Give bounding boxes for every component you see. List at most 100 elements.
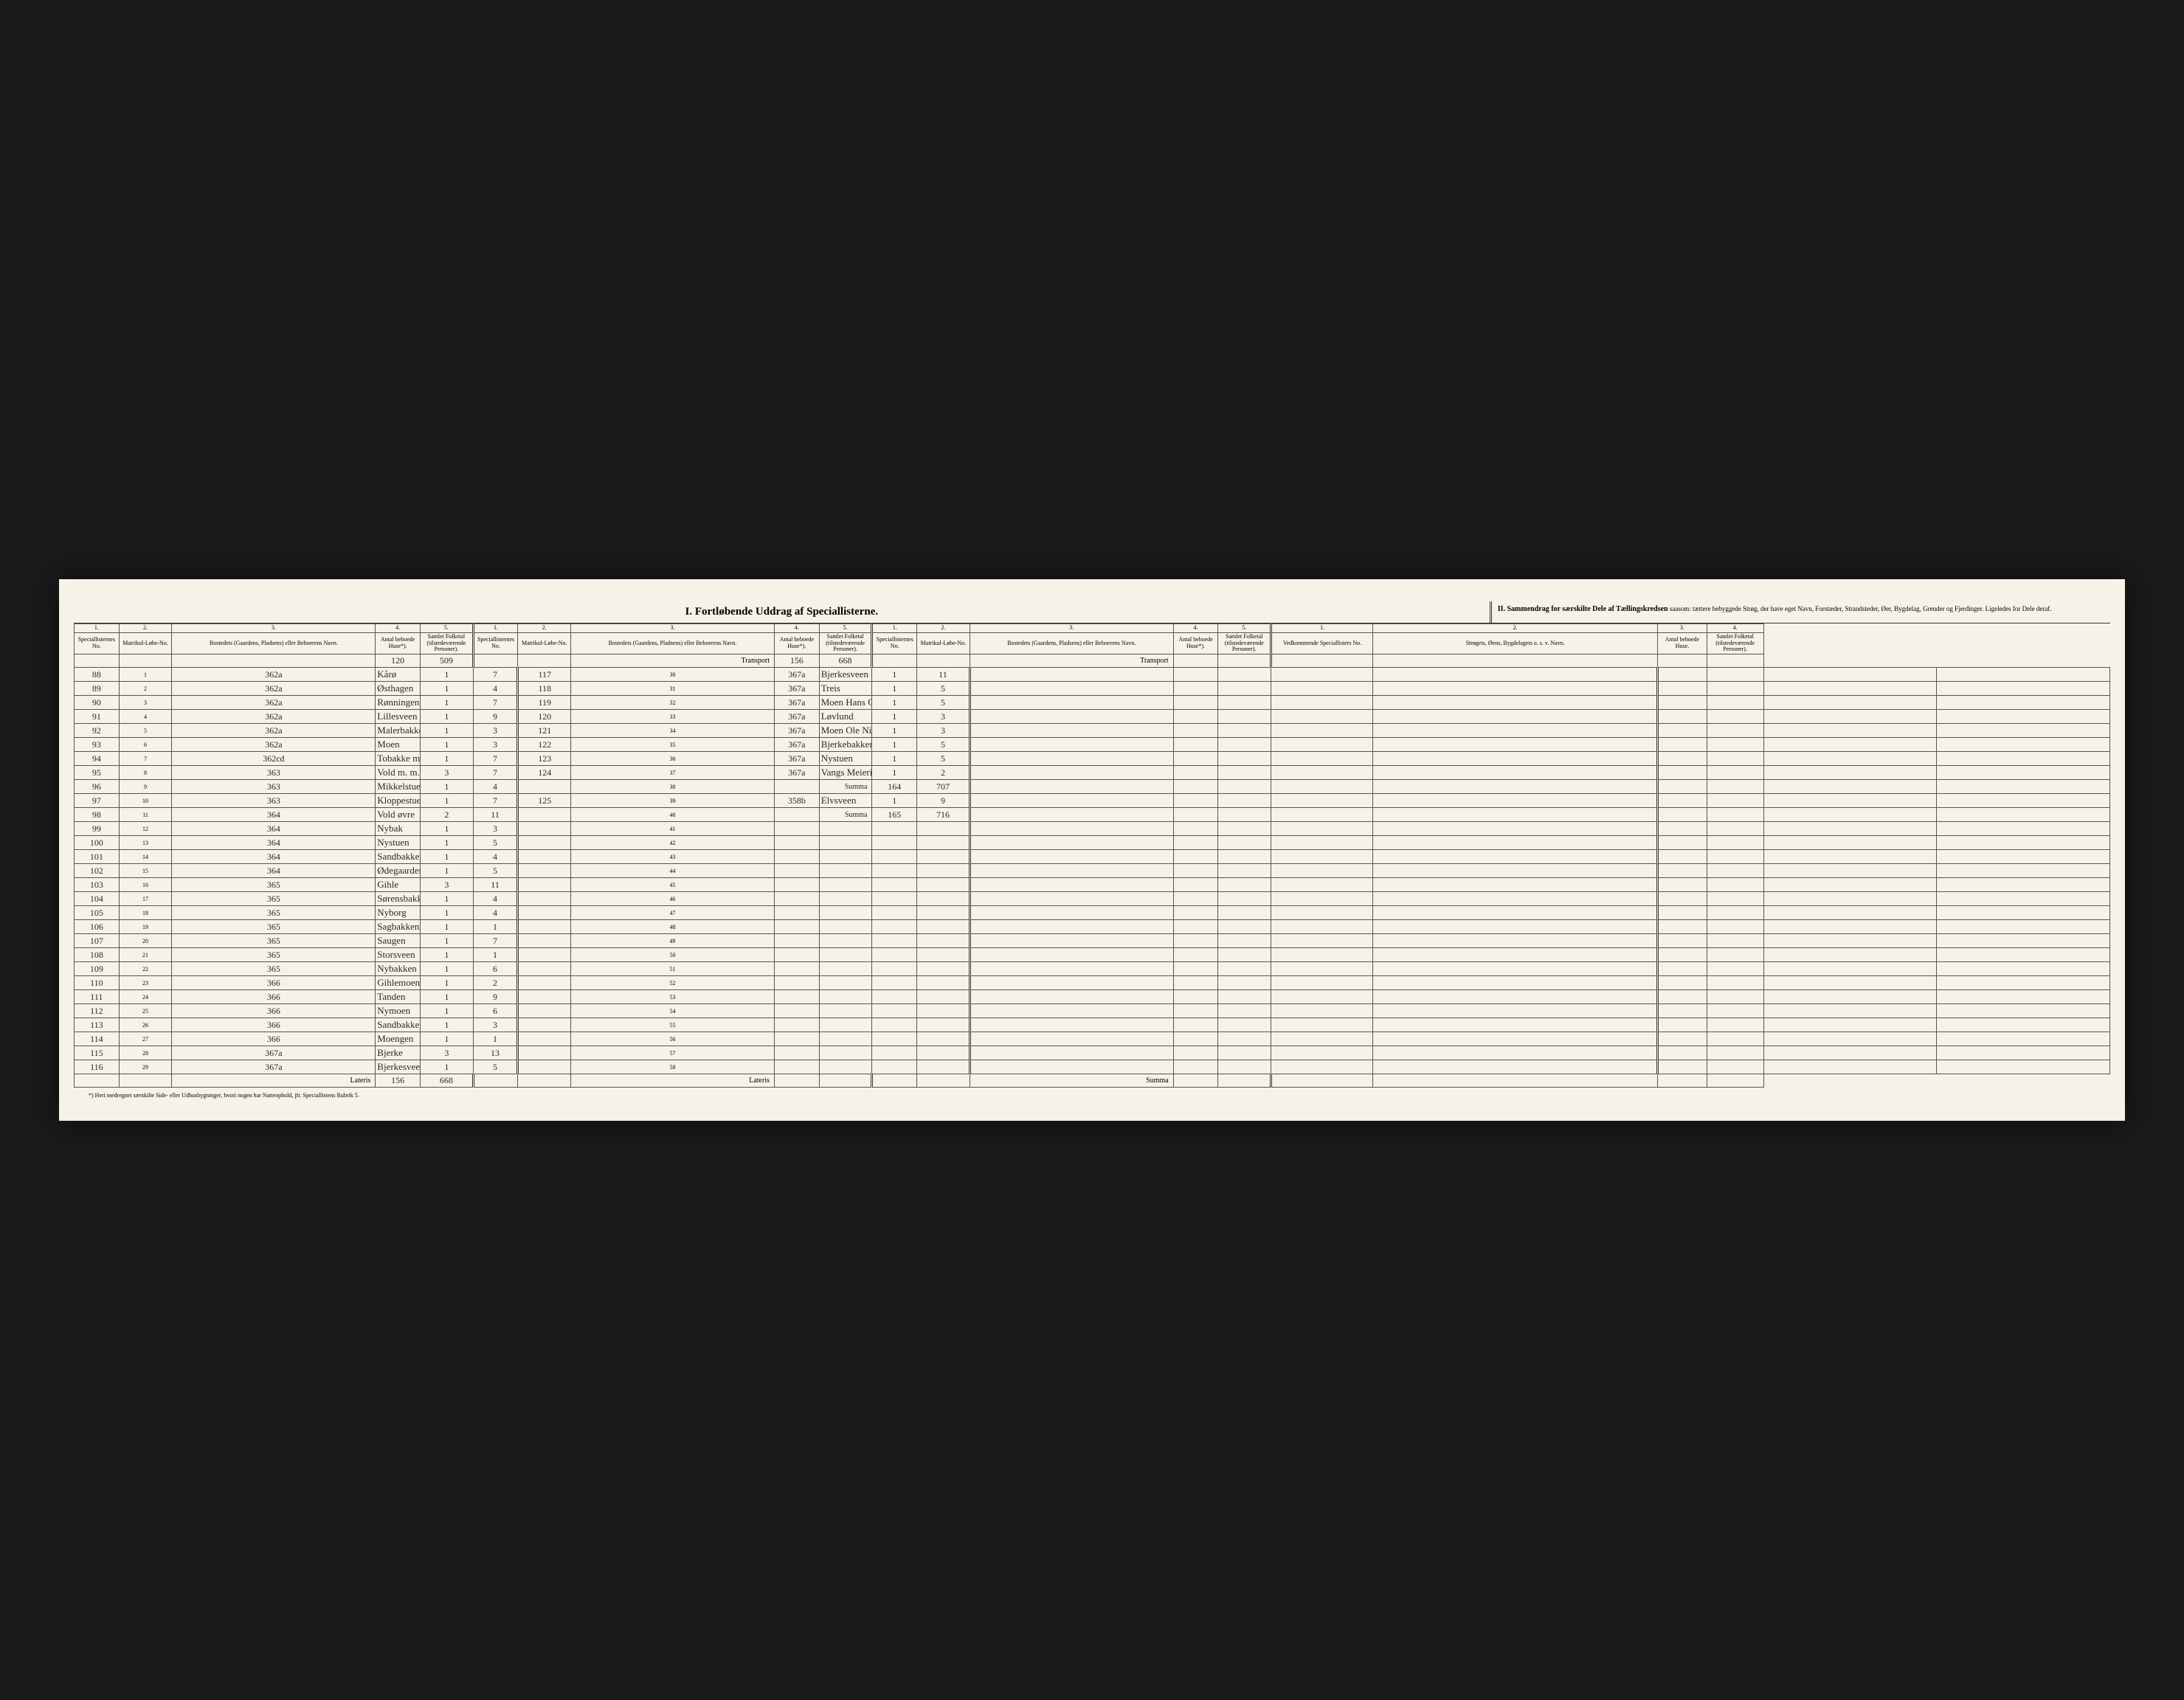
cell: 164 — [872, 780, 917, 794]
table-row: 9912364Nybak1341 — [75, 822, 2110, 836]
cell: Ødegaarden — [376, 864, 421, 878]
cell: Summa — [819, 808, 872, 822]
cell: 1 — [420, 724, 473, 738]
cell: Lateris — [571, 1074, 775, 1088]
cell: 2 — [917, 766, 970, 780]
table-row: 10316365Gihle31145 — [75, 878, 2110, 892]
line-no: 55 — [571, 1018, 775, 1032]
cell: 103 — [75, 878, 120, 892]
cell: 165 — [872, 808, 917, 822]
cell: 365 — [172, 906, 376, 920]
cell: 1 — [420, 822, 473, 836]
cell: 6 — [473, 962, 518, 976]
line-no: 46 — [571, 892, 775, 906]
cell: 1 — [473, 948, 518, 962]
line-no: 12 — [119, 822, 172, 836]
cell: 365 — [172, 892, 376, 906]
cell: 2 — [420, 808, 473, 822]
cell: Nymoen — [376, 1004, 421, 1018]
cell: 116 — [75, 1060, 120, 1074]
cell: 366 — [172, 976, 376, 990]
cell: 365 — [172, 878, 376, 892]
cell: 13 — [473, 1046, 518, 1060]
cell: 363 — [172, 766, 376, 780]
cell: Bjerkesveen Christen Johns. — [819, 668, 872, 682]
cell: 120 — [518, 710, 571, 724]
cell: 4 — [473, 850, 518, 864]
cell: 1 — [420, 948, 473, 962]
cell: 367a — [775, 682, 820, 696]
cell: Transport — [970, 654, 1173, 668]
table-row: 10619365Sagbakken1148 — [75, 920, 2110, 934]
line-no: 53 — [571, 990, 775, 1004]
cell: 367a — [172, 1060, 376, 1074]
cell: 104 — [75, 892, 120, 906]
cell: 1 — [420, 850, 473, 864]
cell: 366 — [172, 1032, 376, 1046]
cell: 156 — [376, 1074, 421, 1088]
line-no: 1 — [119, 668, 172, 682]
cell: 105 — [75, 906, 120, 920]
cell: 122 — [518, 738, 571, 752]
cell: 1 — [420, 1060, 473, 1074]
table-row: 936362aMoen1312235367aBjerkebakken15 — [75, 738, 2110, 752]
line-no: 23 — [119, 976, 172, 990]
cell: 1 — [420, 738, 473, 752]
cell: 112 — [75, 1004, 120, 1018]
hdr-b2: Matrikul-Løbe-No. — [518, 632, 571, 654]
line-no: 13 — [119, 836, 172, 850]
cell: Nystuen — [376, 836, 421, 850]
cell: Tobakke m. Havningen — [376, 752, 421, 766]
cell: Summa — [819, 780, 872, 794]
cell: 124 — [518, 766, 571, 780]
cell: 3 — [473, 822, 518, 836]
hdr-ii1: Vedkommende Speciallisters No. — [1271, 632, 1373, 654]
line-no: 36 — [571, 752, 775, 766]
cell: Moengen — [376, 1032, 421, 1046]
cell: 3 — [917, 724, 970, 738]
cell: 1 — [420, 836, 473, 850]
table-row: 947362cdTobakke m. Havningen1712336367aN… — [75, 752, 2110, 766]
cell: 7 — [473, 696, 518, 710]
cell: 362a — [172, 724, 376, 738]
line-no: 22 — [119, 962, 172, 976]
cell: Elvsveen — [819, 794, 872, 808]
cell: 7 — [473, 752, 518, 766]
line-no: 42 — [571, 836, 775, 850]
cell: 365 — [172, 962, 376, 976]
cell: 707 — [917, 780, 970, 794]
line-no: 49 — [571, 934, 775, 948]
table-row: 11629367aBjerkesveen Anders Olsen1558 — [75, 1060, 2110, 1074]
cell: Tanden — [376, 990, 421, 1004]
line-no: 32 — [571, 696, 775, 710]
cell: 1 — [420, 1004, 473, 1018]
cell: 5 — [917, 682, 970, 696]
line-no: 28 — [119, 1046, 172, 1060]
cell: 7 — [473, 766, 518, 780]
line-no: 30 — [571, 668, 775, 682]
line-no: 33 — [571, 710, 775, 724]
cell: 1 — [420, 780, 473, 794]
line-no: 2 — [119, 682, 172, 696]
cell: 88 — [75, 668, 120, 682]
cell: Moen Hans Olsen — [819, 696, 872, 710]
hdr-a5: Samlet Folketal (tilstedeværende Persone… — [420, 632, 473, 654]
cell: 367a — [775, 752, 820, 766]
hdr-a2: Matrikul-Løbe-No. — [119, 632, 172, 654]
cell: 365 — [172, 920, 376, 934]
line-no: 5 — [119, 724, 172, 738]
table-body: 120 509 Transport 156 668 Transport 8813… — [75, 654, 2110, 1088]
cell: 367a — [172, 1046, 376, 1060]
table-row: 925362aMalerbakken1312134367aMoen Ole Ni… — [75, 724, 2110, 738]
hdr-b4: Antal beboede Huse*). — [775, 632, 820, 654]
line-no: 11 — [119, 808, 172, 822]
line-no: 4 — [119, 710, 172, 724]
line-no: 14 — [119, 850, 172, 864]
line-no: 57 — [571, 1046, 775, 1060]
line-no: 51 — [571, 962, 775, 976]
cell: 363 — [172, 780, 376, 794]
line-no: 15 — [119, 864, 172, 878]
cell: 367a — [775, 668, 820, 682]
table-row: 10518365Nyborg1447 — [75, 906, 2110, 920]
cell: Saugen — [376, 934, 421, 948]
